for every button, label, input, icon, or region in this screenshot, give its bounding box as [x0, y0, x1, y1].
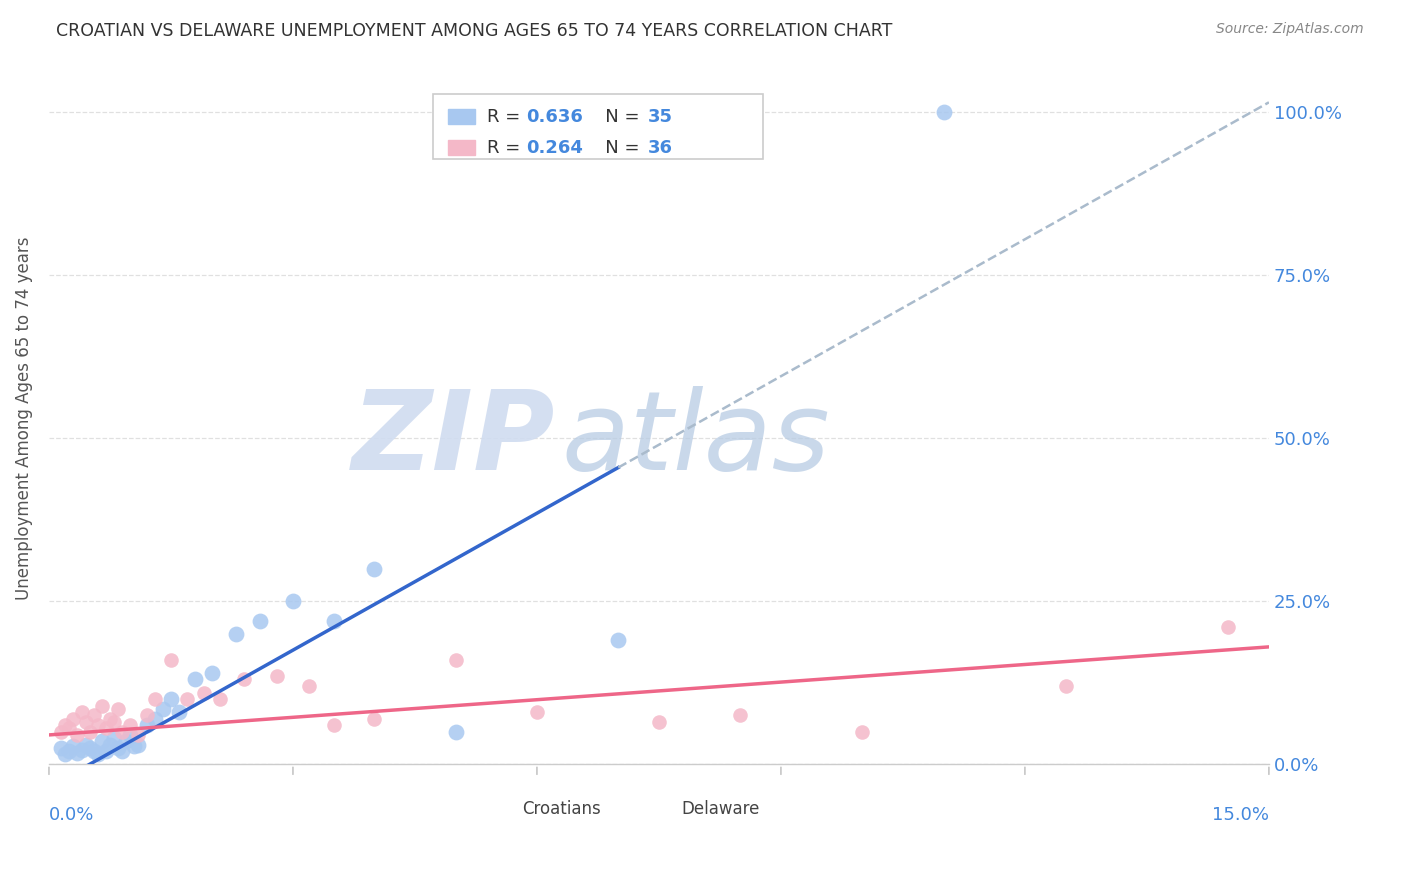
Point: [58, 722, 80, 736]
Point: [208, 692, 231, 706]
Point: [444, 724, 467, 739]
Point: [79, 741, 101, 756]
Y-axis label: Unemployment Among Ages 65 to 74 years: Unemployment Among Ages 65 to 74 years: [15, 237, 32, 600]
Point: [70, 743, 93, 757]
Point: [363, 712, 385, 726]
Text: 15.0%: 15.0%: [1212, 805, 1270, 823]
Point: [851, 724, 873, 739]
Text: Croatians: Croatians: [522, 800, 602, 818]
Point: [94, 744, 117, 758]
Text: Delaware: Delaware: [681, 800, 759, 818]
Point: [120, 718, 142, 732]
Point: [730, 708, 752, 723]
Text: Source: ZipAtlas.com: Source: ZipAtlas.com: [1216, 22, 1364, 37]
Point: [152, 702, 174, 716]
Point: [58, 744, 80, 758]
Text: R =: R =: [486, 138, 526, 157]
Text: 0.636: 0.636: [526, 108, 583, 126]
Point: [322, 718, 344, 732]
Text: ZIP: ZIP: [352, 386, 555, 493]
Point: [111, 744, 134, 758]
Text: 0.264: 0.264: [526, 138, 583, 157]
Point: [120, 728, 142, 742]
Point: [135, 718, 157, 732]
Text: CROATIAN VS DELAWARE UNEMPLOYMENT AMONG AGES 65 TO 74 YEARS CORRELATION CHART: CROATIAN VS DELAWARE UNEMPLOYMENT AMONG …: [56, 22, 893, 40]
Point: [176, 692, 198, 706]
Point: [1054, 679, 1077, 693]
Point: [103, 731, 125, 746]
Point: [70, 705, 93, 719]
Point: [62, 739, 84, 753]
Point: [83, 708, 105, 723]
Point: [107, 702, 129, 716]
Point: [184, 673, 207, 687]
Point: [233, 673, 256, 687]
Point: [90, 698, 112, 713]
Text: N =: N =: [588, 138, 645, 157]
Point: [75, 738, 97, 752]
Point: [127, 728, 149, 742]
Point: [607, 633, 630, 648]
Point: [53, 718, 76, 732]
Point: [87, 718, 110, 732]
Point: [103, 714, 125, 729]
Point: [75, 714, 97, 729]
Point: [932, 105, 955, 120]
Point: [94, 722, 117, 736]
Point: [225, 627, 247, 641]
Point: [90, 734, 112, 748]
Point: [143, 712, 166, 726]
Point: [98, 712, 121, 726]
Point: [107, 741, 129, 756]
Point: [266, 669, 288, 683]
Point: [62, 712, 84, 726]
Point: [83, 744, 105, 758]
Text: N =: N =: [588, 108, 645, 126]
Point: [53, 747, 76, 762]
FancyBboxPatch shape: [433, 94, 762, 160]
Point: [193, 685, 215, 699]
Point: [98, 738, 121, 752]
Point: [281, 594, 304, 608]
Point: [160, 653, 183, 667]
Point: [363, 561, 385, 575]
Text: 36: 36: [648, 138, 673, 157]
Point: [66, 728, 89, 742]
Point: [87, 747, 110, 762]
Point: [66, 746, 89, 760]
FancyBboxPatch shape: [647, 802, 673, 817]
Point: [160, 692, 183, 706]
FancyBboxPatch shape: [449, 109, 475, 124]
Text: R =: R =: [486, 108, 526, 126]
Point: [648, 714, 671, 729]
Point: [298, 679, 321, 693]
FancyBboxPatch shape: [488, 802, 515, 817]
Text: 0.0%: 0.0%: [49, 805, 94, 823]
Point: [115, 734, 138, 748]
Point: [444, 653, 467, 667]
Point: [167, 705, 190, 719]
Point: [127, 738, 149, 752]
Point: [201, 665, 224, 680]
Text: atlas: atlas: [561, 386, 830, 493]
Point: [111, 724, 134, 739]
Point: [1218, 620, 1240, 634]
Point: [249, 614, 271, 628]
Point: [79, 724, 101, 739]
Point: [124, 739, 146, 753]
Point: [526, 705, 548, 719]
Point: [143, 692, 166, 706]
FancyBboxPatch shape: [449, 140, 475, 155]
Point: [135, 708, 157, 723]
Text: 35: 35: [648, 108, 673, 126]
Point: [322, 614, 344, 628]
Point: [51, 741, 73, 756]
Point: [51, 724, 73, 739]
